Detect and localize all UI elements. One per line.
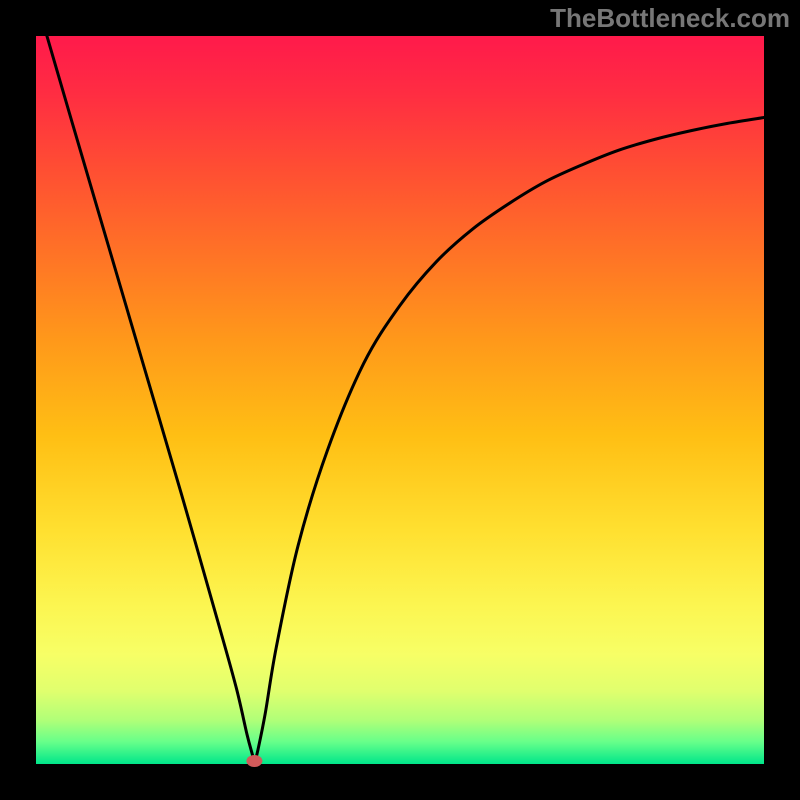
min-marker <box>246 755 262 767</box>
watermark-text: TheBottleneck.com <box>550 3 790 34</box>
chart-container: { "watermark": { "text": "TheBottleneck.… <box>0 0 800 800</box>
bottleneck-chart <box>0 0 800 800</box>
